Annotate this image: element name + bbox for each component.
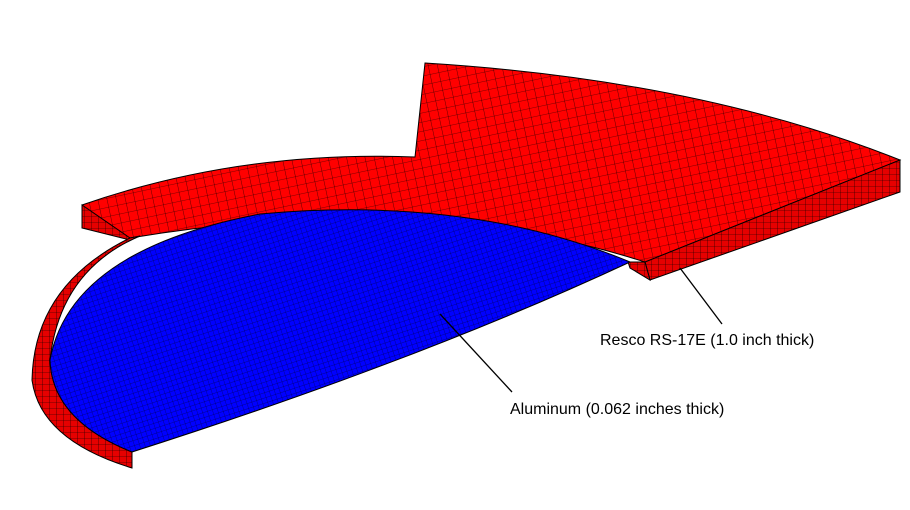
leader-line xyxy=(680,268,722,324)
diagram: Resco RS-17E (1.0 inch thick) Aluminum (… xyxy=(0,0,910,510)
annotation: Aluminum (0.062 inches thick) xyxy=(510,401,724,418)
annotation: Resco RS-17E (1.0 inch thick) xyxy=(600,332,814,349)
